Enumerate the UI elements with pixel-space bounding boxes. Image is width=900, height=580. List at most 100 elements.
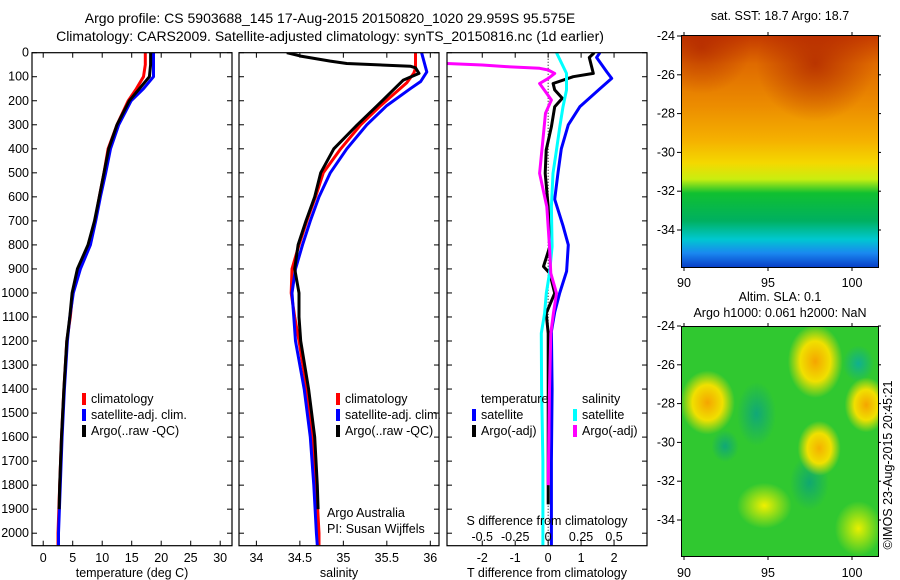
annotation-line: Argo Australia: [327, 506, 405, 520]
x-tick-label: 36: [423, 551, 437, 565]
legend-label: satellite-adj. clim.: [345, 408, 441, 422]
x-tick-label: 0: [545, 551, 552, 565]
x-axis-label: temperature (deg C): [76, 566, 189, 580]
x-tick-label: 20: [154, 551, 168, 565]
map-lat-label: -32: [657, 474, 675, 488]
salinity-legend: climatology satellite-adj. clim. Argo(..…: [336, 391, 441, 439]
x-tick-label: 10: [95, 551, 109, 565]
depth-tick-label: 200: [8, 94, 29, 108]
legend-item-argo: Argo(..raw -QC): [82, 423, 187, 439]
blue-swatch-icon: [336, 409, 340, 421]
map-lat-label: -28: [657, 107, 675, 121]
legend-item-sal-argo: Argo(-adj): [573, 423, 638, 439]
legend-label: climatology: [345, 392, 408, 406]
legend-label: satellite: [481, 408, 524, 422]
argo-australia-annotation: Argo Australia PI: Susan Wijffels: [327, 505, 425, 537]
legend-header: salinity: [573, 391, 638, 407]
legend-label: Argo(..raw -QC): [91, 424, 180, 438]
map-lon-label: 95: [761, 566, 775, 580]
legend-label: climatology: [91, 392, 154, 406]
x-tick-label: 35.5: [375, 551, 399, 565]
depth-tick-label: 1500: [1, 406, 29, 420]
figure-title-line1: Argo profile: CS 5903688_145 17-Aug-2015…: [84, 10, 576, 26]
x-tick-label: 34: [249, 551, 263, 565]
map-lon-label: 90: [677, 566, 691, 580]
series-group: [286, 52, 429, 546]
map-lat-label: -34: [657, 223, 675, 237]
legend-item-climatology: climatology: [82, 391, 187, 407]
x2-tick-label: 0.25: [569, 530, 593, 544]
map-lon-label: 90: [677, 276, 691, 290]
x2-tick-label: -0.25: [501, 530, 530, 544]
map-lon-label: 100: [842, 566, 863, 580]
black-swatch-icon: [472, 425, 476, 437]
x-tick-label: 1: [578, 551, 585, 565]
legend-item-temp-argo: Argo(-adj): [472, 423, 548, 439]
series-line-argo-raw-qc-: [286, 52, 421, 510]
x2-tick-label: -0.5: [471, 530, 493, 544]
x2-tick-label: 0.5: [605, 530, 622, 544]
annotation-line: PI: Susan Wijffels: [327, 522, 425, 536]
map-lat-label: -34: [657, 513, 675, 527]
blue-swatch-icon: [82, 409, 86, 421]
series-line-salinity-satellite: [539, 52, 568, 546]
series-line-satellite-adj-clim-: [290, 52, 429, 546]
black-swatch-icon: [82, 425, 86, 437]
depth-tick-label: 1300: [1, 358, 29, 372]
map-lat-label: -26: [657, 358, 675, 372]
depth-tick-label: 2000: [1, 526, 29, 540]
depth-tick-label: 1400: [1, 382, 29, 396]
depth-tick-label: 1200: [1, 334, 29, 348]
depth-tick-label: 900: [8, 262, 29, 276]
series-line-climatology: [289, 52, 417, 546]
depth-tick-label: 700: [8, 214, 29, 228]
x-tick-label: 34.5: [288, 551, 312, 565]
red-swatch-icon: [336, 393, 340, 405]
axes-frame: [446, 52, 648, 547]
map-lat-label: -30: [657, 435, 675, 449]
series-line-salinity-argo-adj-: [447, 61, 558, 486]
depth-tick-label: 500: [8, 166, 29, 180]
sst-map-title: sat. SST: 18.7 Argo: 18.7: [710, 9, 850, 23]
legend-header: temperature: [472, 391, 548, 407]
legend-label: satellite-adj. clim.: [91, 408, 187, 422]
legend-item-satellite-adj: satellite-adj. clim.: [336, 407, 441, 423]
legend-label: satellite: [582, 408, 625, 422]
difference-legend-salinity: salinity satellite Argo(-adj): [573, 391, 638, 439]
blue-swatch-icon: [472, 409, 476, 421]
difference-legend-temperature: temperature satellite Argo(-adj): [472, 391, 548, 439]
legend-header-label: temperature: [481, 392, 549, 406]
legend-label: Argo(-adj): [582, 424, 638, 438]
x2-axis-label: S difference from climatology: [467, 514, 629, 528]
legend-item-argo: Argo(..raw -QC): [336, 423, 441, 439]
depth-tick-label: 1000: [1, 286, 29, 300]
x2-tick-label: 0: [545, 530, 552, 544]
black-swatch-icon: [336, 425, 340, 437]
legend-item-satellite-adj: satellite-adj. clim.: [82, 407, 187, 423]
map-lon-label: 95: [761, 276, 775, 290]
depth-tick-label: 1800: [1, 478, 29, 492]
depth-tick-label: 0: [22, 46, 29, 60]
series-group: [447, 52, 614, 546]
depth-tick-label: 1700: [1, 454, 29, 468]
sla-map: [681, 326, 879, 557]
series-group: [56, 52, 155, 546]
depth-tick-label: 1900: [1, 502, 29, 516]
axes-frame: [238, 52, 440, 547]
x-axis-label: salinity: [320, 566, 359, 580]
depth-tick-label: 400: [8, 142, 29, 156]
depth-tick-label: 300: [8, 118, 29, 132]
depth-tick-label: 800: [8, 238, 29, 252]
x-tick-label: -2: [477, 551, 488, 565]
temperature-legend: climatology satellite-adj. clim. Argo(..…: [82, 391, 187, 439]
depth-tick-label: 1100: [2, 310, 29, 324]
legend-item-temp-satellite: satellite: [472, 407, 548, 423]
legend-header-label: salinity: [582, 392, 621, 406]
x-tick-label: 15: [125, 551, 139, 565]
map-lat-label: -28: [657, 397, 675, 411]
x-axis-label: T difference from climatology: [467, 566, 628, 580]
depth-tick-label: 100: [8, 70, 29, 84]
legend-label: Argo(..raw -QC): [345, 424, 434, 438]
map-lat-label: -26: [657, 68, 675, 82]
